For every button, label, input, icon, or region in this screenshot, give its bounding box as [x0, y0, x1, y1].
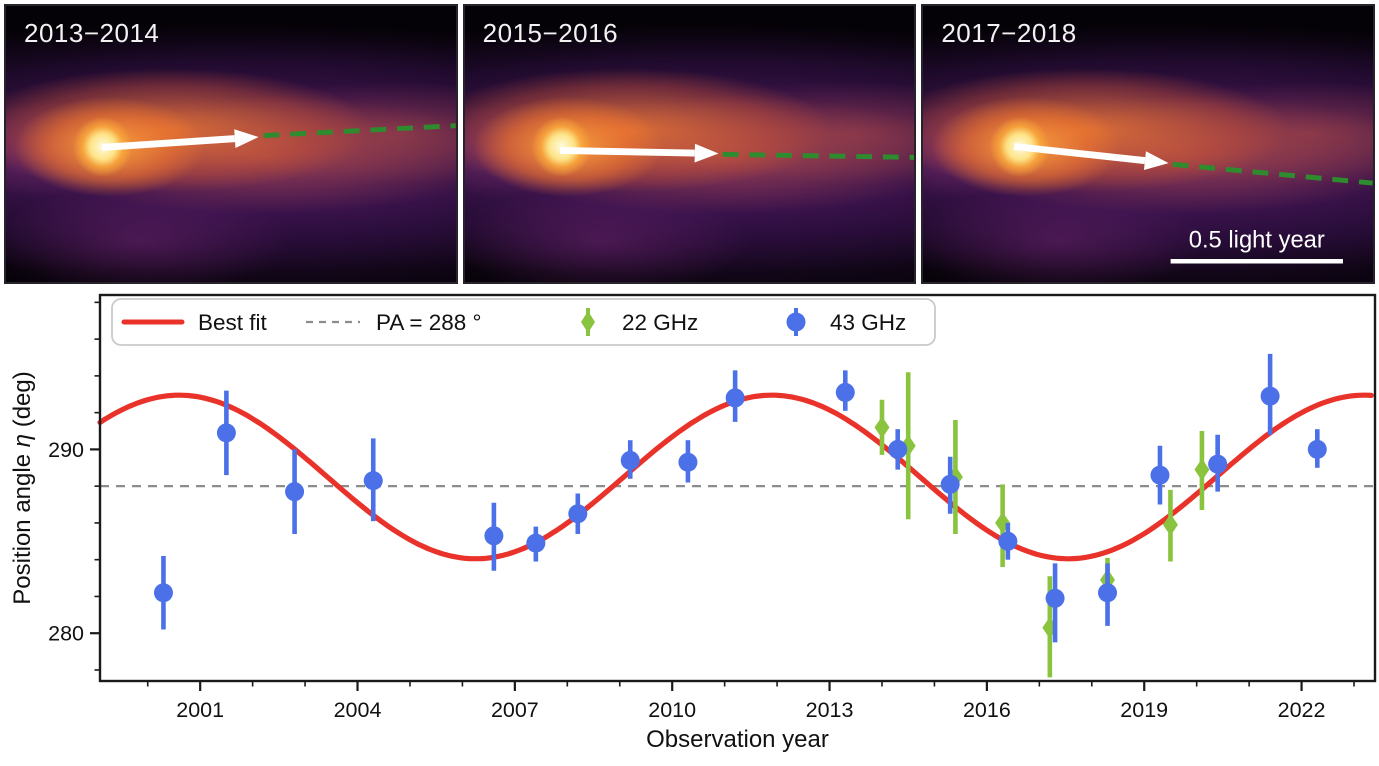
legend: Best fit PA = 288 ° 22 GHz 43 GHz [111, 298, 936, 346]
jet-direction-arrow-head [694, 143, 719, 163]
data-point [1208, 454, 1228, 474]
data-point [725, 388, 745, 408]
data-point [1260, 386, 1280, 406]
jet-direction-arrow-shaft [101, 135, 236, 151]
legend-reference-label: PA = 288 ° [376, 310, 482, 335]
jet-intensity-map [6, 6, 456, 282]
x-tick-label: 2004 [334, 698, 382, 722]
y-axis: 280 290 [48, 301, 100, 671]
data-point [1194, 458, 1210, 481]
jet-axis-annotations [559, 143, 915, 163]
jet-annotation-overlay [101, 123, 456, 151]
y-tick-label: 290 [48, 438, 84, 462]
jet-image-panel-2017-2018: 0.5 light year 2017−2018 [921, 4, 1376, 284]
data-point [153, 583, 173, 603]
scale-bar-label: 0.5 light year [1189, 226, 1325, 253]
x-tick-label: 2019 [1120, 698, 1168, 722]
data-point [216, 423, 236, 443]
legend-box [111, 298, 936, 346]
data-point [526, 533, 546, 553]
data-point [620, 450, 640, 470]
epoch-label: 2015−2016 [482, 18, 619, 48]
jet-axis-dashed-line [263, 123, 456, 139]
jet-intensity-map [923, 6, 1374, 282]
jet-image-panel-2015-2016: 2015−2016 [462, 4, 917, 284]
series-43ghz [153, 353, 1327, 643]
legend-22ghz-label: 22 GHz [622, 310, 698, 335]
jet-direction-arrow-shaft [1014, 143, 1146, 165]
jet-intensity-map [464, 6, 915, 282]
x-tick-label: 2007 [491, 698, 539, 722]
legend-bestfit-label: Best fit [198, 310, 268, 335]
x-tick-label: 2016 [963, 698, 1011, 722]
data-point [888, 439, 908, 459]
data-point [835, 382, 855, 402]
x-axis-label: Observation year [646, 726, 829, 753]
data-point [874, 416, 890, 439]
epoch-label: 2013−2014 [24, 18, 160, 48]
data-point [998, 531, 1018, 551]
data-point [995, 511, 1011, 534]
axes-frame [98, 293, 1377, 683]
data-point [568, 504, 588, 524]
jet-axis-dashed-line [722, 151, 915, 160]
data-point [363, 471, 383, 491]
data-point [678, 452, 698, 472]
legend-43ghz-label: 43 GHz [830, 310, 906, 335]
y-axis-label: Position angle η (deg) [9, 371, 36, 604]
jet-annotation-overlay [559, 143, 915, 163]
data-point [1098, 583, 1118, 603]
position-angle-chart-wrap: 2001 2004 2007 2010 2013 2016 2019 2022 280 290 Ob… [0, 287, 1379, 761]
x-tick-label: 2022 [1278, 698, 1326, 722]
data-point [1045, 588, 1065, 608]
x-tick-label: 2001 [176, 698, 224, 722]
x-axis: 2001 2004 2007 2010 2013 2016 2019 2022 [146, 681, 1355, 722]
data-point [940, 474, 960, 494]
legend-22ghz-marker [581, 311, 595, 333]
jet-axis-annotations: 0.5 light year [1014, 143, 1374, 264]
data-point [484, 526, 504, 546]
data-point [1150, 465, 1170, 485]
x-tick-label: 2013 [806, 698, 854, 722]
jet-axis-dashed-line [1172, 161, 1374, 186]
x-tick-label: 2010 [648, 698, 696, 722]
data-point [285, 482, 305, 502]
jet-direction-arrow-head [234, 129, 259, 148]
position-angle-chart: 2001 2004 2007 2010 2013 2016 2019 2022 280 290 Ob… [9, 293, 1377, 753]
jet-image-panel-row: 2013−2014 2015−2016 0.5 light year 2017−… [4, 4, 1376, 284]
data-point [1162, 513, 1178, 536]
jet-direction-arrow-head [1144, 151, 1169, 170]
y-tick-label: 280 [48, 622, 84, 646]
jet-annotation-overlay: 0.5 light year [1014, 143, 1374, 264]
data-point [1307, 439, 1327, 459]
jet-axis-annotations [101, 123, 456, 151]
jet-image-panel-2013-2014: 2013−2014 [4, 4, 458, 284]
epoch-label: 2017−2018 [941, 18, 1077, 48]
jet-direction-arrow-shaft [559, 146, 695, 157]
legend-43ghz-marker [786, 312, 806, 332]
